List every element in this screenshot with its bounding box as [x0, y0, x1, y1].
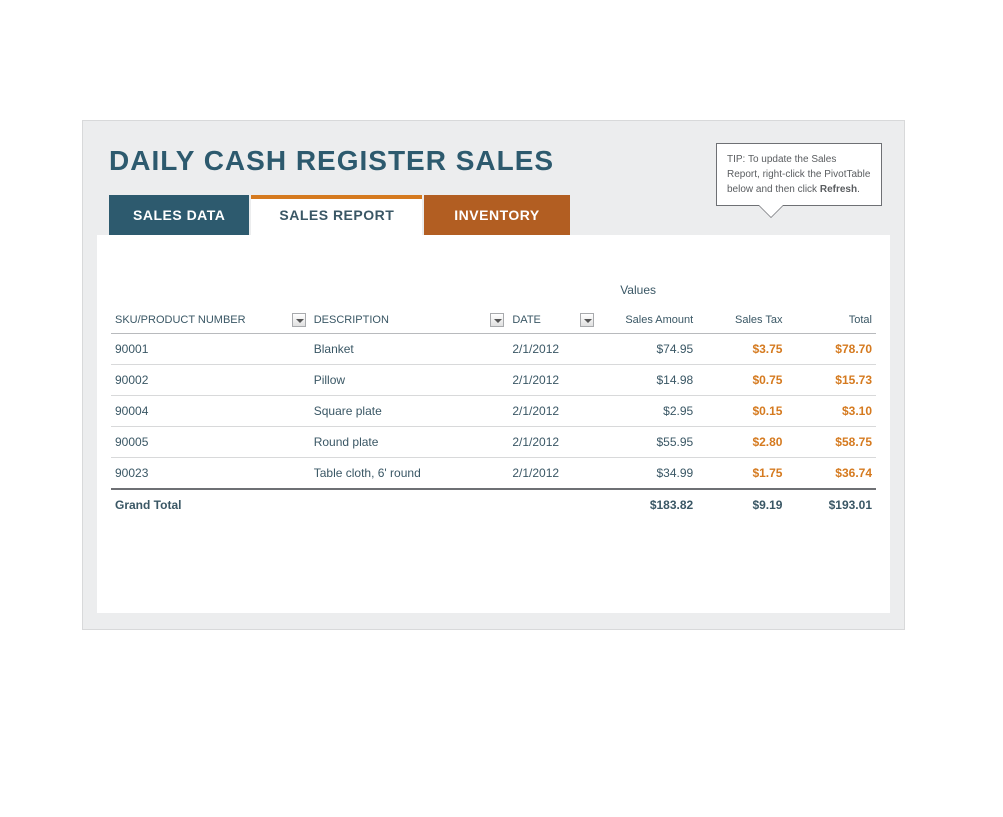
cell-description: Square plate: [310, 396, 509, 427]
header-description[interactable]: DESCRIPTION: [310, 307, 509, 334]
filter-dropdown-icon[interactable]: [580, 313, 594, 327]
header-description-label: DESCRIPTION: [314, 314, 389, 326]
cell-sales-amount: $2.95: [598, 396, 697, 427]
cell-sales-tax: $2.80: [697, 427, 786, 458]
filter-dropdown-icon[interactable]: [292, 313, 306, 327]
cell-date: 2/1/2012: [508, 458, 598, 490]
cell-sku: 90005: [111, 427, 310, 458]
cell-date: 2/1/2012: [508, 427, 598, 458]
cell-date: 2/1/2012: [508, 334, 598, 365]
cell-sku: 90001: [111, 334, 310, 365]
grand-total-tax: $9.19: [697, 489, 786, 520]
tip-text: TIP: To update the Sales Report, right-c…: [727, 154, 870, 195]
cell-description: Table cloth, 6' round: [310, 458, 509, 490]
header-sku-label: SKU/PRODUCT NUMBER: [115, 314, 246, 326]
header-total[interactable]: Total: [786, 307, 876, 334]
tip-bold: Refresh: [820, 184, 857, 195]
cell-sales-tax: $1.75: [697, 458, 786, 490]
cell-sales-amount: $14.98: [598, 365, 697, 396]
header-area: DAILY CASH REGISTER SALES TIP: To update…: [83, 121, 904, 177]
cell-sales-amount: $55.95: [598, 427, 697, 458]
cell-sales-tax: $0.75: [697, 365, 786, 396]
cell-total: $78.70: [786, 334, 876, 365]
values-label: Values: [111, 283, 876, 297]
table-header-row: SKU/PRODUCT NUMBER DESCRIPTION DATE: [111, 307, 876, 334]
tip-callout: TIP: To update the Sales Report, right-c…: [716, 143, 882, 206]
header-sales-tax[interactable]: Sales Tax: [697, 307, 786, 334]
tab-sales-report[interactable]: SALES REPORT: [251, 195, 422, 235]
cell-sales-tax: $0.15: [697, 396, 786, 427]
table-row[interactable]: 90002Pillow2/1/2012$14.98$0.75$15.73: [111, 365, 876, 396]
table-row[interactable]: 90001Blanket2/1/2012$74.95$3.75$78.70: [111, 334, 876, 365]
pivot-table[interactable]: SKU/PRODUCT NUMBER DESCRIPTION DATE: [111, 307, 876, 520]
header-date-label: DATE: [512, 314, 541, 326]
tab-inventory[interactable]: INVENTORY: [424, 195, 569, 235]
cell-total: $15.73: [786, 365, 876, 396]
cell-sales-tax: $3.75: [697, 334, 786, 365]
cell-date: 2/1/2012: [508, 365, 598, 396]
grand-total-row: Grand Total $183.82$9.19$193.01: [111, 489, 876, 520]
cell-sku: 90002: [111, 365, 310, 396]
grand-total-label: Grand Total: [111, 489, 310, 520]
cell-description: Pillow: [310, 365, 509, 396]
cell-sku: 90023: [111, 458, 310, 490]
cell-date: 2/1/2012: [508, 396, 598, 427]
cell-total: $58.75: [786, 427, 876, 458]
header-date[interactable]: DATE: [508, 307, 598, 334]
spreadsheet-container: DAILY CASH REGISTER SALES TIP: To update…: [82, 120, 905, 630]
header-sku[interactable]: SKU/PRODUCT NUMBER: [111, 307, 310, 334]
tab-sales-data[interactable]: SALES DATA: [109, 195, 249, 235]
content-area: Values SKU/PRODUCT NUMBER DESCRIPTION: [97, 235, 890, 613]
table-row[interactable]: 90005Round plate2/1/2012$55.95$2.80$58.7…: [111, 427, 876, 458]
table-row[interactable]: 90023Table cloth, 6' round2/1/2012$34.99…: [111, 458, 876, 490]
grand-total-amount: $183.82: [598, 489, 697, 520]
header-sales-amount[interactable]: Sales Amount: [598, 307, 697, 334]
tip-suffix: .: [857, 184, 860, 195]
cell-total: $36.74: [786, 458, 876, 490]
tip-prefix: TIP:: [727, 154, 748, 165]
cell-sku: 90004: [111, 396, 310, 427]
tip-pointer: [759, 205, 783, 217]
cell-total: $3.10: [786, 396, 876, 427]
cell-sales-amount: $34.99: [598, 458, 697, 490]
grand-total-total: $193.01: [786, 489, 876, 520]
filter-dropdown-icon[interactable]: [490, 313, 504, 327]
cell-description: Round plate: [310, 427, 509, 458]
cell-sales-amount: $74.95: [598, 334, 697, 365]
table-row[interactable]: 90004Square plate2/1/2012$2.95$0.15$3.10: [111, 396, 876, 427]
cell-description: Blanket: [310, 334, 509, 365]
